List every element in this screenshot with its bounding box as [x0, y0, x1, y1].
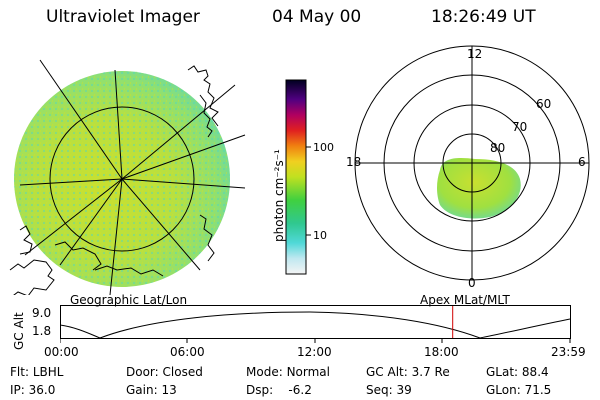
polar-plot [354, 45, 590, 281]
time-tick-1: 06:00 [170, 345, 205, 359]
time-tick-4: 23:59 [551, 345, 586, 359]
instrument-title: Ultraviolet Imager [46, 7, 200, 27]
geographic-image [9, 59, 246, 295]
glon-field: GLon: 71.5 [486, 383, 552, 397]
alt-min-label: 1.8 [32, 324, 52, 338]
gain-field: Gain: 13 [126, 383, 177, 397]
alt-max-label: 9.0 [32, 306, 52, 320]
colorbar-tick-100: 100 [313, 141, 334, 154]
filter-field: Flt: LBHL [10, 365, 64, 379]
altitude-curve [60, 311, 571, 339]
colorbar-tick-10: 10 [313, 229, 327, 242]
auroral-oval [437, 158, 521, 219]
gc-alt-axis-label: GC Alt [12, 312, 26, 350]
mode-field: Mode: Normal [246, 365, 330, 379]
dsp-field: Dsp: -6.2 [246, 383, 312, 397]
meridian-line [121, 178, 201, 271]
door-field: Door: Closed [126, 365, 203, 379]
latitude-circle [49, 106, 195, 252]
mlt-18-label: 18 [346, 155, 362, 169]
lat-80-label: 80 [490, 141, 506, 155]
time-tick-3: 18:00 [424, 345, 459, 359]
colorbar-scale [285, 79, 307, 275]
colorbar-unit-label: photon cm⁻²s⁻¹ [272, 149, 286, 242]
lat-60-label: 60 [536, 97, 552, 111]
mlt-6-label: 6 [578, 155, 586, 169]
time-tick-2: 12:00 [297, 345, 332, 359]
mlt-0-label: 0 [468, 276, 476, 290]
apex-mlat-mlt-title: Apex MLat/MLT [420, 293, 510, 307]
gc-alt-field: GC Alt: 3.7 Re [366, 365, 450, 379]
orbit-altitude-plot [60, 305, 571, 343]
time-label: 18:26:49 UT [431, 7, 536, 27]
colorbar [285, 79, 311, 275]
mlt-12-label: 12 [467, 47, 483, 61]
coastlines [9, 65, 219, 295]
date-label: 04 May 00 [272, 7, 362, 27]
lat-70-label: 70 [512, 120, 528, 134]
seq-field: Seq: 39 [366, 383, 412, 397]
geographic-lat-lon-title: Geographic Lat/Lon [70, 293, 188, 307]
time-tick-0: 00:00 [44, 345, 79, 359]
ip-field: IP: 36.0 [10, 383, 56, 397]
glat-field: GLat: 88.4 [486, 365, 549, 379]
